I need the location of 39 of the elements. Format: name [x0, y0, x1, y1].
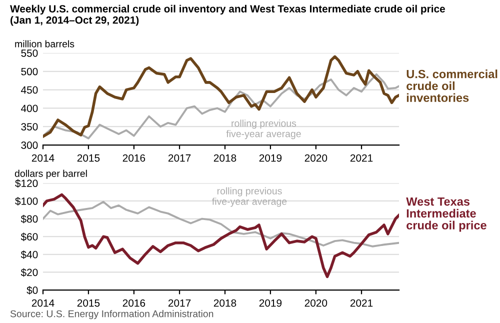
y-tick-label: 550	[21, 49, 38, 57]
y-tick-label: $60	[20, 232, 38, 242]
y-tick-label: $100	[15, 197, 38, 206]
y-tick-label: 400	[21, 104, 38, 112]
y-tick-label: $0	[26, 286, 38, 295]
x-tick-label: 2017	[168, 299, 191, 307]
y-tick-label: $20	[20, 268, 38, 277]
x-tick-label: 2014	[32, 154, 54, 162]
series-label: West Texas Intermediate crude oil price	[406, 197, 486, 232]
series-label: rolling previous five-year average	[212, 187, 287, 207]
x-tick-label: 2016	[122, 299, 146, 307]
x-tick-label: 2019	[259, 154, 282, 162]
y-axis-title: million barrels	[15, 40, 74, 48]
y-tick-label: 350	[21, 123, 38, 130]
series-label: rolling previous five-year average	[226, 120, 301, 140]
y-axis-title: dollars per barrel	[14, 170, 87, 179]
x-tick-label: 2020	[304, 299, 328, 307]
y-tick-label: 450	[21, 86, 38, 94]
series-label: U.S. commercial crude oil inventories	[406, 70, 498, 102]
line-series	[43, 73, 399, 140]
x-tick-label: 2015	[77, 299, 100, 307]
x-tick-label: 2021	[350, 299, 373, 307]
chart-title: Weekly U.S. commercial crude oil inventory and West Texas Intermediate crude oil price (Jan 1, 2014–Oct 29, 2021)	[10, 4, 445, 26]
x-tick-label: 2018	[214, 154, 236, 162]
y-tick-label: 500	[21, 68, 38, 76]
y-tick-label: $40	[20, 250, 38, 259]
y-tick-label: $80	[20, 214, 38, 224]
x-tick-label: 2021	[350, 154, 373, 162]
x-tick-label: 2014	[32, 299, 54, 307]
x-tick-label: 2016	[122, 154, 146, 162]
x-tick-label: 2017	[168, 154, 191, 162]
x-tick-label: 2019	[259, 299, 282, 307]
x-tick-label: 2020	[304, 154, 328, 162]
x-tick-label: 2018	[214, 299, 236, 307]
y-tick-label: 300	[21, 142, 38, 149]
line-series	[43, 55, 399, 138]
source-note: Source: U.S. Energy Information Administration	[10, 310, 214, 320]
y-tick-label: $120	[15, 179, 38, 188]
x-tick-label: 2015	[77, 154, 100, 162]
